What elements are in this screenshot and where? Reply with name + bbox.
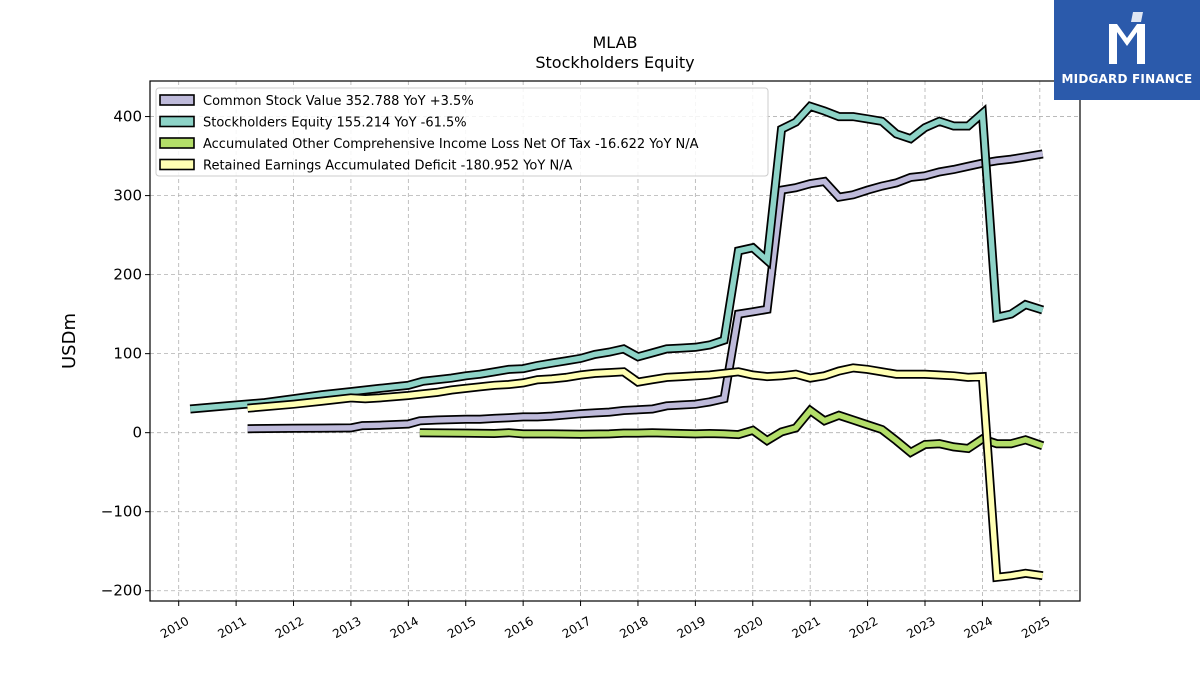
series-lines <box>189 101 1045 583</box>
x-tick-label: 2023 <box>904 614 937 641</box>
legend: Common Stock Value 352.788 YoY +3.5% Stoc… <box>155 87 769 177</box>
y-tick-label: −200 <box>101 582 142 600</box>
x-tick-label: 2011 <box>215 614 248 641</box>
legend-entry: Common Stock Value 352.788 YoY +3.5% <box>203 94 474 109</box>
midgard-logo-icon <box>1109 12 1145 64</box>
plot-frame <box>149 80 1081 602</box>
legend-box <box>155 87 769 177</box>
x-tick-label: 2022 <box>847 614 880 641</box>
y-tick-label: 300 <box>113 187 142 205</box>
series-line-2 <box>419 406 1044 456</box>
y-tick-label: 400 <box>113 108 142 126</box>
chart-subtitle: Stockholders Equity <box>535 53 694 72</box>
series-line-1 <box>189 103 1044 412</box>
series-line-3 <box>247 365 1044 581</box>
x-axis-ticks: 2010 2011 2012 2013 2014 2015 2016 2017 2018 2019… <box>158 601 1053 641</box>
series-line-0 <box>247 151 1044 432</box>
y-axis-label: USDm <box>59 313 80 369</box>
legend-entry: Stockholders Equity 155.214 YoY -61.5% <box>203 116 467 131</box>
y-tick-label: 200 <box>113 266 142 284</box>
x-tick-label: 2020 <box>732 614 765 641</box>
x-tick-label: 2019 <box>675 614 708 641</box>
x-tick-label: 2025 <box>1019 614 1052 641</box>
x-tick-label: 2016 <box>502 614 535 641</box>
legend-entry: Retained Earnings Accumulated Deficit -1… <box>203 159 573 174</box>
chart-title: MLAB <box>592 33 637 52</box>
y-tick-label: 0 <box>132 424 142 442</box>
x-tick-label: 2018 <box>617 614 650 641</box>
x-tick-label: 2024 <box>962 614 995 641</box>
logo-text: MIDGARD FINANCE <box>1061 72 1193 86</box>
legend-entry: Accumulated Other Comprehensive Income L… <box>203 137 699 152</box>
x-tick-label: 2012 <box>273 614 306 641</box>
x-tick-label: 2010 <box>158 614 191 641</box>
y-tick-label: 100 <box>113 345 142 363</box>
x-tick-label: 2017 <box>560 614 593 641</box>
legend-swatch <box>159 137 195 149</box>
legend-swatch <box>159 94 195 106</box>
legend-swatch <box>159 158 195 171</box>
x-tick-label: 2021 <box>789 614 822 641</box>
x-tick-label: 2015 <box>445 614 478 641</box>
legend-swatch <box>159 115 195 128</box>
y-axis-ticks: −200 −100 0 100 200 300 400 <box>101 108 150 600</box>
y-tick-label: −100 <box>101 503 142 521</box>
x-tick-label: 2014 <box>388 614 421 641</box>
midgard-finance-logo: MIDGARD FINANCE <box>1054 0 1200 100</box>
x-tick-label: 2013 <box>330 614 363 641</box>
